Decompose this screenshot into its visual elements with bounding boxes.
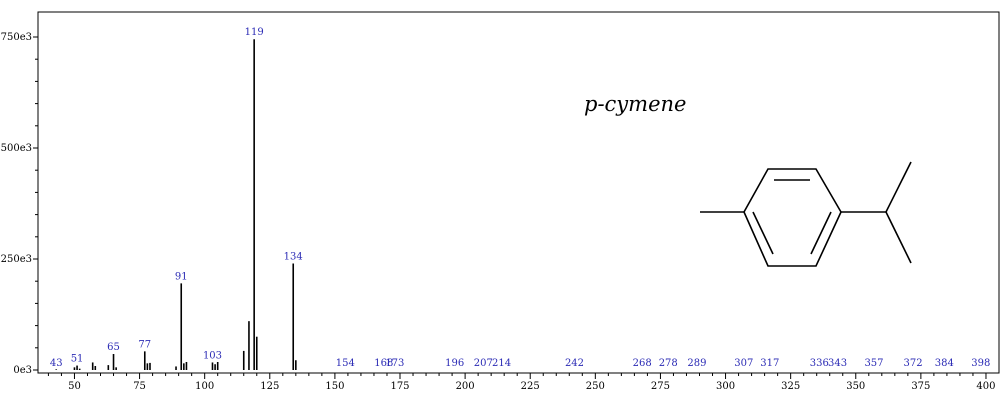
y-tick-label: 500e3 xyxy=(1,143,32,154)
x-tick-label: 50 xyxy=(68,381,81,392)
x-tick-label: 150 xyxy=(325,381,344,392)
peak-label: 103 xyxy=(203,350,222,361)
peak-label: 214 xyxy=(492,358,511,369)
peak-label: 134 xyxy=(284,251,303,262)
peak-label: 51 xyxy=(71,354,84,365)
y-tick-label: 750e3 xyxy=(1,32,32,43)
peak-label: 398 xyxy=(971,358,990,369)
peak-label: 207 xyxy=(474,358,493,369)
peak-label: 242 xyxy=(565,358,584,369)
y-tick-label: 0e3 xyxy=(13,365,32,376)
spectrum-peaks xyxy=(55,39,297,370)
peak-label: 372 xyxy=(904,358,923,369)
peak-label: 168 xyxy=(374,358,393,369)
peak-label: 173 xyxy=(385,358,404,369)
peak-label: 343 xyxy=(828,358,847,369)
x-tick-label: 125 xyxy=(260,381,279,392)
peak-label: 278 xyxy=(659,358,678,369)
peak-label: 91 xyxy=(175,271,188,282)
y-axis: 0e3 250e3 500e3 750e3 xyxy=(1,32,38,376)
peak-label: 317 xyxy=(760,358,779,369)
peak-label: 336 xyxy=(810,358,829,369)
peak-label: 307 xyxy=(734,358,753,369)
compound-name-label: p-cymene xyxy=(584,92,687,116)
x-tick-label: 375 xyxy=(911,381,930,392)
x-tick-label: 100 xyxy=(195,381,214,392)
x-tick-label: 350 xyxy=(846,381,865,392)
x-tick-label: 250 xyxy=(586,381,605,392)
x-tick-label: 200 xyxy=(456,381,475,392)
p-cymene-structure xyxy=(700,161,912,267)
x-tick-label: 275 xyxy=(651,381,670,392)
peak-label: 268 xyxy=(633,358,652,369)
plot-frame xyxy=(37,11,1000,374)
peak-label: 196 xyxy=(445,358,464,369)
peak-label: 289 xyxy=(687,358,706,369)
y-tick-label: 250e3 xyxy=(1,254,32,265)
x-tick-label: 175 xyxy=(390,381,409,392)
x-tick-label: 75 xyxy=(133,381,146,392)
peak-label: 384 xyxy=(935,358,954,369)
peak-label: 357 xyxy=(864,358,883,369)
x-tick-label: 225 xyxy=(521,381,540,392)
x-tick-label: 300 xyxy=(716,381,735,392)
peak-label: 43 xyxy=(50,358,63,369)
peak-label: 77 xyxy=(138,339,151,350)
peak-label: 154 xyxy=(336,358,355,369)
x-axis: 50 75 100 125 150 175 200 225 250 275 300 325 350 375… xyxy=(47,373,996,392)
peak-label: 119 xyxy=(245,27,264,38)
peak-label: 65 xyxy=(107,342,120,353)
x-tick-label: 325 xyxy=(781,381,800,392)
x-tick-label: 400 xyxy=(976,381,995,392)
